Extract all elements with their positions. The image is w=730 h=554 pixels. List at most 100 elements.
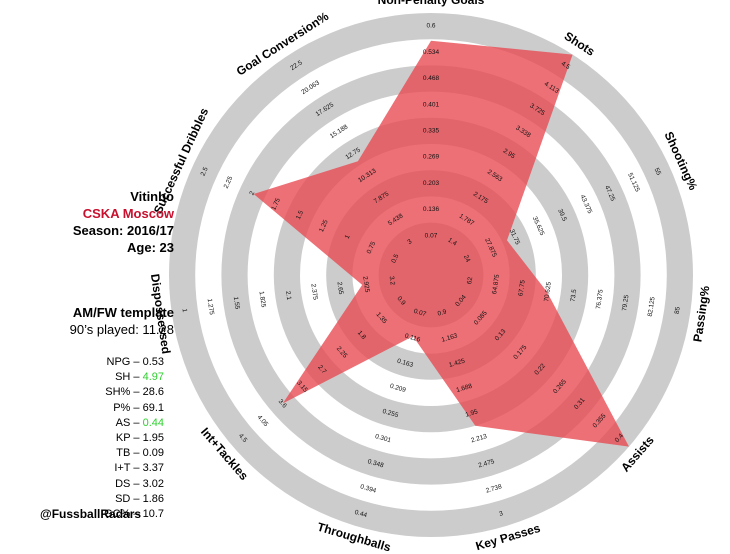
- stat-row: SH% – 28.6: [14, 385, 164, 400]
- tick-label: 2.925: [361, 276, 370, 293]
- tick-label: 85: [674, 306, 682, 315]
- tick-label: 0.07: [425, 232, 438, 239]
- stat-separator: –: [130, 492, 143, 505]
- stat-separator: –: [130, 447, 143, 460]
- tick-label: 2.475: [478, 458, 496, 469]
- tick-label: 0.301: [374, 433, 392, 444]
- tick-label: 79.25: [621, 294, 630, 311]
- tick-label: 3: [406, 238, 413, 246]
- stat-label: SH%: [105, 386, 131, 399]
- stat-separator: –: [130, 416, 143, 429]
- tick-label: 2.5: [200, 166, 210, 177]
- tick-label: 0.534: [423, 49, 440, 56]
- stat-row: DS – 3.02: [14, 477, 164, 492]
- radar-polygon-layer: [253, 40, 629, 447]
- tick-label: 0.9: [437, 308, 448, 317]
- player-name: Vitinho: [130, 189, 174, 204]
- stat-label: I+T: [114, 462, 131, 475]
- stat-value: 69.1: [142, 401, 164, 414]
- tick-label: 0.5: [390, 253, 400, 264]
- tick-label: 0.136: [423, 206, 440, 213]
- tick-label: 1.825: [257, 291, 266, 308]
- stat-value: 0.53: [142, 356, 164, 368]
- tick-label: 3: [499, 510, 505, 518]
- stat-separator: –: [130, 462, 143, 475]
- stat-row: TB – 0.09: [14, 446, 164, 461]
- tick-label: 62: [466, 276, 474, 285]
- tick-label: 1.55: [232, 296, 241, 310]
- stat-separator: –: [130, 371, 143, 384]
- tick-label: 0.07: [413, 308, 427, 318]
- tick-label: 0.255: [382, 408, 400, 419]
- tick-label: 2.213: [470, 433, 488, 444]
- tick-label: 1.95: [465, 408, 479, 418]
- tick-label: 0.348: [367, 458, 385, 469]
- stat-value: 28.6: [142, 386, 164, 399]
- stat-label: NPG: [106, 356, 131, 368]
- stat-value: 3.37: [142, 462, 164, 475]
- stat-row: GC% – 10.7: [14, 507, 164, 522]
- tick-label: 0.116: [404, 333, 421, 344]
- stat-value: 1.86: [142, 492, 164, 505]
- stat-row: KP – 1.95: [14, 431, 164, 446]
- stat-label: KP: [115, 432, 131, 445]
- stat-row: P% – 69.1: [14, 401, 164, 416]
- stat-value: 10.7: [142, 508, 164, 521]
- template-name: AM/FW template: [72, 305, 174, 320]
- tick-label: 0.269: [423, 154, 440, 161]
- tick-label: 0.335: [423, 128, 440, 135]
- tick-label: 2.25: [223, 175, 235, 190]
- tick-label: 0.203: [423, 180, 440, 187]
- tick-label: 4.5: [237, 433, 248, 445]
- tick-label: 2.375: [309, 283, 318, 300]
- stat-value: 0.44: [142, 416, 164, 429]
- stat-row: SD – 1.86: [14, 492, 164, 507]
- stat-separator: –: [130, 401, 143, 414]
- tick-label: 82.125: [647, 296, 657, 317]
- tick-label: 0.163: [396, 358, 414, 369]
- stat-label: TB: [116, 447, 131, 460]
- tick-label: 73.5: [570, 288, 579, 302]
- tick-label: 1: [344, 234, 352, 241]
- player-age: Age: 23: [127, 240, 174, 255]
- stat-separator: –: [130, 477, 143, 490]
- tick-label: 39.5: [556, 208, 568, 223]
- tick-label: 24: [462, 254, 472, 264]
- stat-label: SD: [115, 492, 131, 505]
- template-info: AM/FW template 90’s played: 11.28: [14, 304, 174, 338]
- tick-label: 0.6: [426, 23, 435, 30]
- stat-value: 3.02: [142, 477, 164, 490]
- tick-label: 55: [653, 167, 663, 177]
- tick-label: 0.4: [614, 432, 625, 444]
- player-season: Season: 2016/17: [72, 223, 174, 238]
- tick-label: 1.688: [455, 383, 473, 394]
- stat-row: NPG – 0.53: [14, 355, 165, 370]
- tick-label: 0.468: [423, 75, 440, 82]
- stat-label: P%: [113, 401, 131, 414]
- tick-label: 2.1: [284, 291, 292, 301]
- tick-label: 4.5: [560, 60, 572, 71]
- tick-label: 0.9: [395, 295, 406, 307]
- player-info: Vitinho CSKA Moscow Season: 2016/17 Age:…: [14, 188, 174, 256]
- tick-label: 67.75: [517, 279, 526, 296]
- stat-value: 4.97: [142, 371, 164, 384]
- stat-value: 0.09: [142, 447, 164, 460]
- tick-label: 3.6: [277, 398, 288, 410]
- tick-label: 76.375: [595, 289, 605, 310]
- axis-label: Passing%: [690, 285, 712, 343]
- stats-list: NPG – 0.53 SH – 4.97 SH% – 28.6 P% – 69.1 AS…: [14, 355, 164, 522]
- tick-label: 2.738: [485, 483, 503, 494]
- tick-label: 1.4: [446, 237, 458, 248]
- minutes-played: 90’s played: 11.28: [69, 322, 174, 337]
- tick-label: 70.625: [543, 281, 553, 302]
- stat-label: DS: [115, 477, 131, 490]
- tick-label: 3.2: [388, 276, 396, 286]
- axis-label: Non-Penalty Goals: [378, 0, 485, 7]
- tick-label: 0.394: [359, 483, 377, 494]
- tick-label: 1.275: [206, 298, 215, 315]
- stat-separator: –: [130, 386, 143, 399]
- tick-label: 1.5: [295, 209, 305, 220]
- tick-label: 1.163: [441, 332, 459, 343]
- tick-label: 0.401: [423, 101, 440, 108]
